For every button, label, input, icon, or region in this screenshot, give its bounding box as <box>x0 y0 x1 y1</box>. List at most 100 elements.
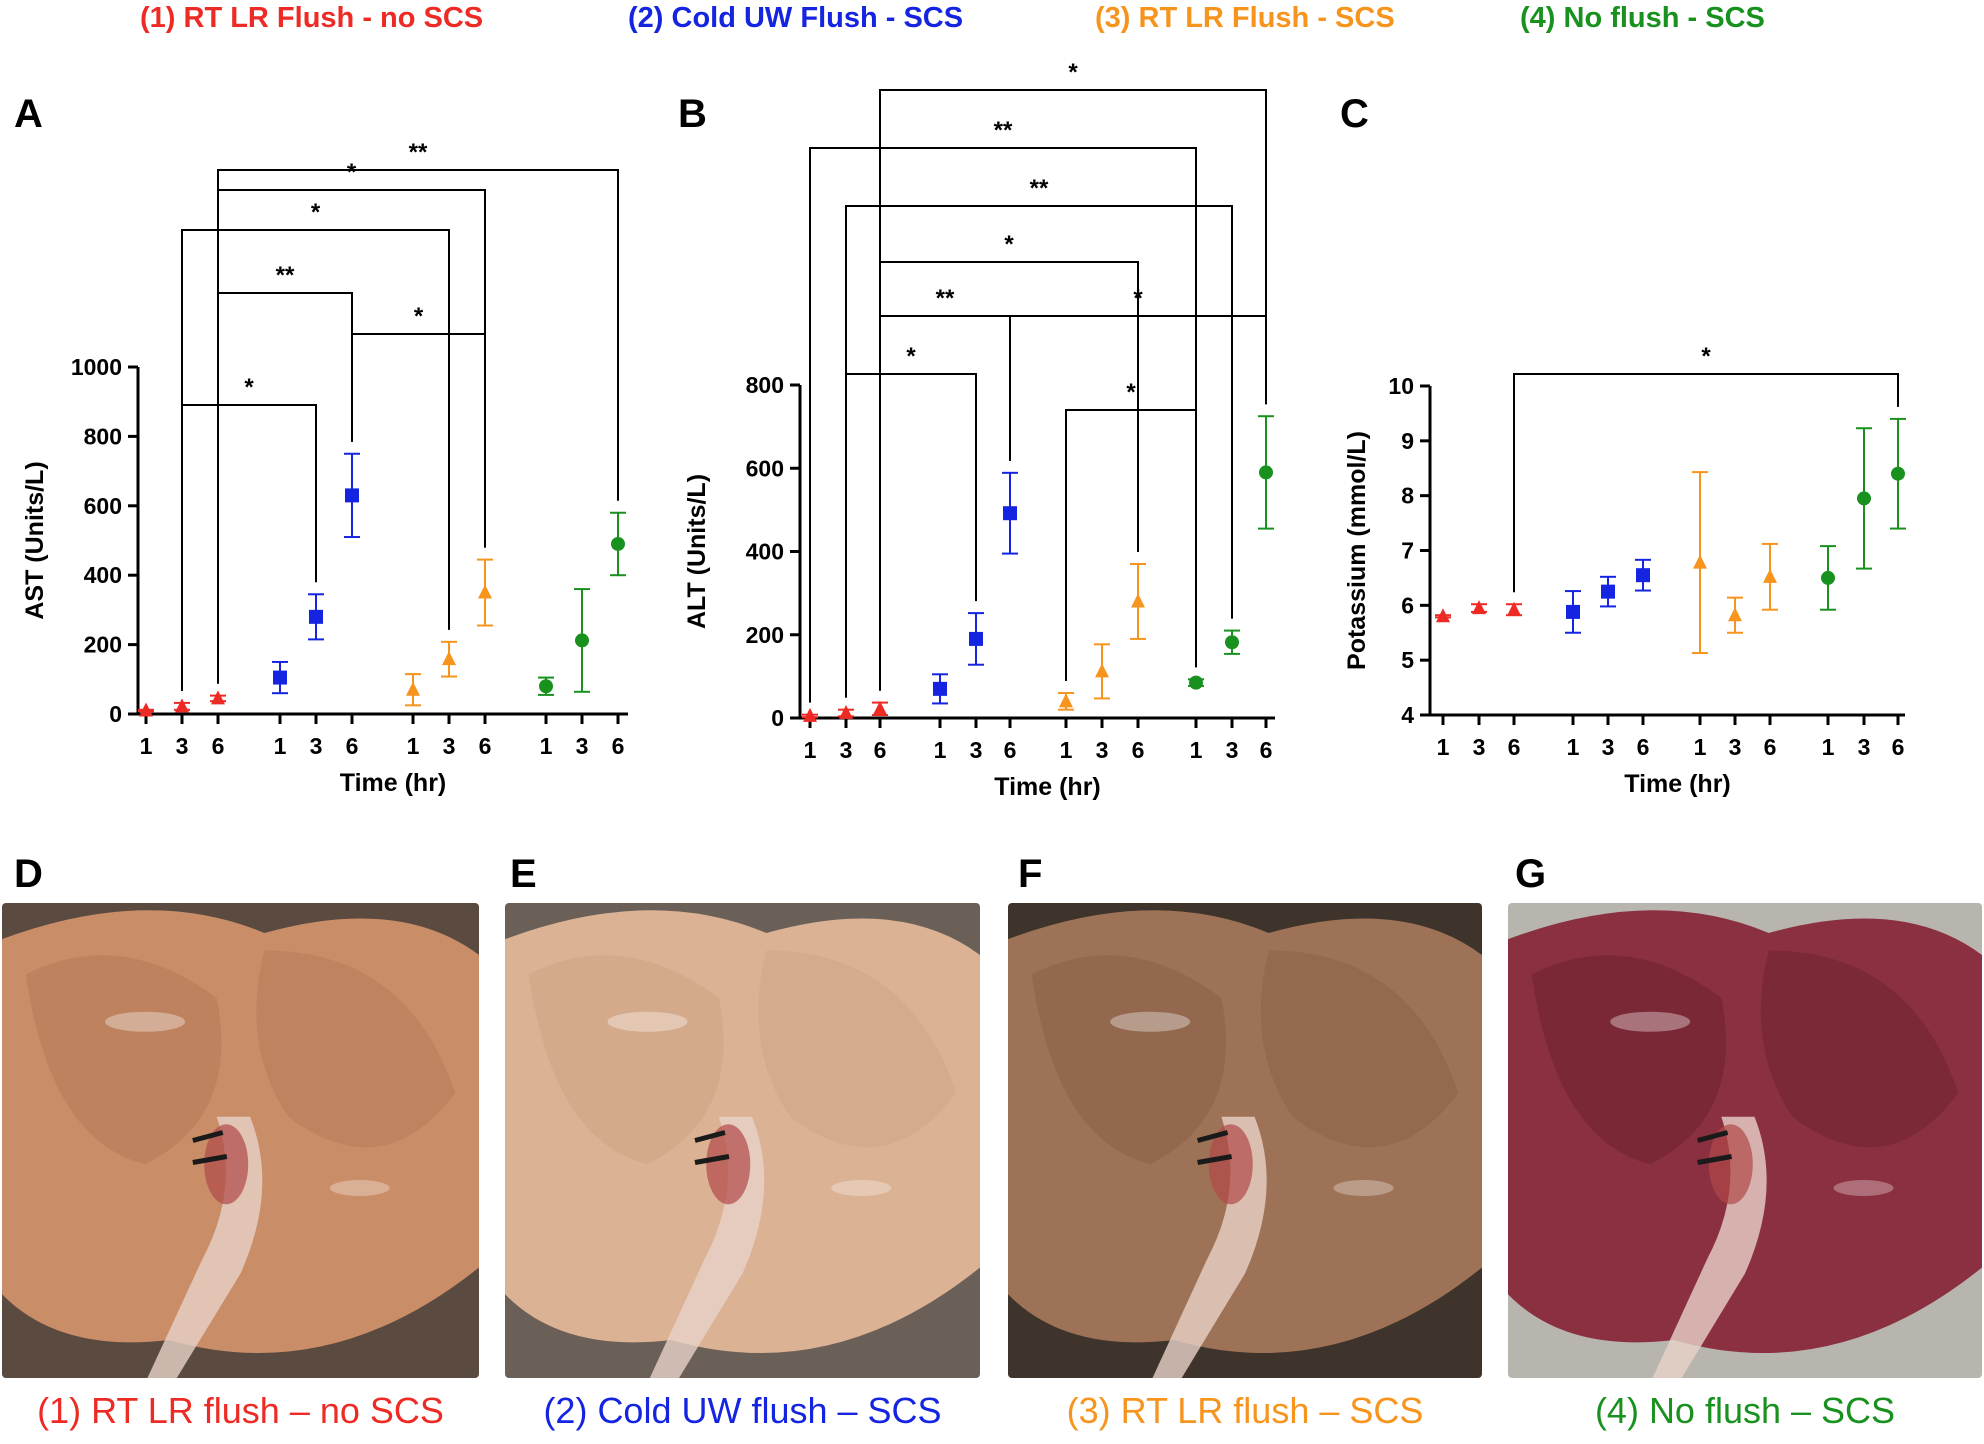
x-tick-label-a: 1 <box>140 733 153 759</box>
significance-bracket-b <box>1065 409 1197 682</box>
x-tick-label-a: 3 <box>443 733 456 759</box>
suture <box>694 1130 730 1165</box>
data-point-c <box>1472 600 1486 615</box>
data-point-b <box>1003 506 1017 521</box>
data-point-a <box>575 633 589 648</box>
significance-bracket-b <box>879 315 1011 691</box>
x-axis-label-c: Time (hr) <box>1624 770 1731 798</box>
y-tick-label-b: 800 <box>746 372 784 398</box>
data-point-c <box>1728 607 1742 622</box>
panel-letter-f: F <box>1018 852 1043 896</box>
significance-bracket-a <box>181 404 317 691</box>
data-point-b <box>969 631 983 646</box>
significance-label-b: * <box>1004 231 1014 258</box>
vessel-tissue <box>1208 1124 1253 1205</box>
data-point-b <box>1095 663 1109 678</box>
x-tick-label-c: 3 <box>1729 734 1742 760</box>
x-tick-label-b: 6 <box>1004 737 1017 763</box>
glare-highlight <box>1610 1011 1691 1032</box>
data-point-a <box>478 584 492 599</box>
data-point-a <box>309 609 323 624</box>
significance-bracket-a <box>351 333 486 548</box>
legend-item-group1: (1) RT LR Flush - no SCS <box>140 2 484 34</box>
significance-label-b: ** <box>994 117 1013 144</box>
glare-highlight <box>105 1011 186 1032</box>
liver-photo-group1 <box>2 903 479 1378</box>
x-tick-label-c: 6 <box>1764 734 1777 760</box>
panel-letter-c: C <box>1340 92 1369 136</box>
x-tick-label-b: 3 <box>840 737 853 763</box>
vessel-tissue <box>1708 1124 1753 1205</box>
data-point-a <box>273 670 287 685</box>
significance-bracket-a <box>217 169 619 684</box>
data-point-c <box>1821 570 1835 585</box>
significance-bracket-c <box>1513 373 1899 593</box>
significance-label-b: * <box>1126 379 1136 406</box>
liver-photo-group2 <box>505 903 980 1378</box>
liver-image-group4 <box>1508 903 1982 1378</box>
x-tick-label-a: 3 <box>576 733 589 759</box>
data-point-b <box>1131 593 1145 608</box>
significance-label-a: * <box>414 303 424 330</box>
significance-label-a: ** <box>276 262 295 289</box>
y-axis-label-c: Potassium (mmol/L) <box>1343 431 1371 670</box>
liver-photo-group4 <box>1508 903 1982 1378</box>
liver-image-group1 <box>2 903 479 1378</box>
significance-label-b: * <box>906 343 916 370</box>
y-tick-label-c: 8 <box>1401 483 1414 509</box>
y-tick-label-b: 600 <box>746 455 784 481</box>
y-tick-label-a: 600 <box>84 493 122 519</box>
x-tick-label-b: 3 <box>970 737 983 763</box>
data-point-b <box>1225 635 1239 650</box>
x-tick-label-b: 6 <box>874 737 887 763</box>
data-point-b <box>933 681 947 696</box>
liver-lobe-shade <box>1760 950 1959 1148</box>
x-tick-label-b: 1 <box>1060 737 1073 763</box>
x-tick-label-b: 1 <box>934 737 947 763</box>
x-tick-label-c: 3 <box>1858 734 1871 760</box>
glare-highlight <box>831 1180 892 1196</box>
x-tick-label-a: 3 <box>310 733 323 759</box>
caption-group1: (1) RT LR flush – no SCS <box>37 1390 444 1431</box>
glare-highlight <box>607 1011 688 1032</box>
x-tick-label-b: 1 <box>1190 737 1203 763</box>
panel-letter-b: B <box>678 92 707 136</box>
y-tick-label-a: 800 <box>84 423 122 449</box>
x-tick-label-b: 3 <box>1096 737 1109 763</box>
data-point-c <box>1636 568 1650 583</box>
x-tick-label-c: 3 <box>1473 734 1486 760</box>
significance-bracket-a <box>217 292 353 684</box>
data-point-a <box>406 681 420 696</box>
x-tick-label-b: 6 <box>1132 737 1145 763</box>
legend-item-group4: (4) No flush - SCS <box>1520 2 1765 34</box>
significance-label-a: ** <box>409 139 428 166</box>
x-tick-label-a: 1 <box>274 733 287 759</box>
data-point-c <box>1693 554 1707 569</box>
x-tick-label-b: 3 <box>1226 737 1239 763</box>
x-tick-label-c: 3 <box>1602 734 1615 760</box>
x-tick-label-c: 6 <box>1508 734 1521 760</box>
significance-label-a: * <box>347 159 357 186</box>
vessel-tissue <box>706 1124 751 1205</box>
suture <box>1696 1130 1733 1165</box>
data-point-b <box>1259 465 1273 480</box>
x-tick-label-c: 1 <box>1694 734 1707 760</box>
data-point-b <box>873 700 887 715</box>
significance-label-b: ** <box>936 285 955 312</box>
suture <box>192 1130 228 1165</box>
x-tick-label-a: 6 <box>212 733 225 759</box>
y-tick-label-c: 9 <box>1401 428 1414 454</box>
y-tick-label-b: 400 <box>746 539 784 565</box>
x-tick-label-a: 1 <box>407 733 420 759</box>
liver-lobe-shade <box>1531 955 1727 1165</box>
data-point-c <box>1436 608 1450 623</box>
x-tick-label-a: 6 <box>612 733 625 759</box>
significance-label-a: * <box>311 199 321 226</box>
significance-label-b: * <box>1068 59 1078 86</box>
data-point-c <box>1763 568 1777 583</box>
y-axis-label-b: ALT (Units/L) <box>683 474 711 629</box>
data-point-a <box>211 690 225 705</box>
panel-letter-a: A <box>14 92 43 136</box>
y-tick-label-c: 6 <box>1401 592 1414 618</box>
data-point-b <box>803 707 817 722</box>
